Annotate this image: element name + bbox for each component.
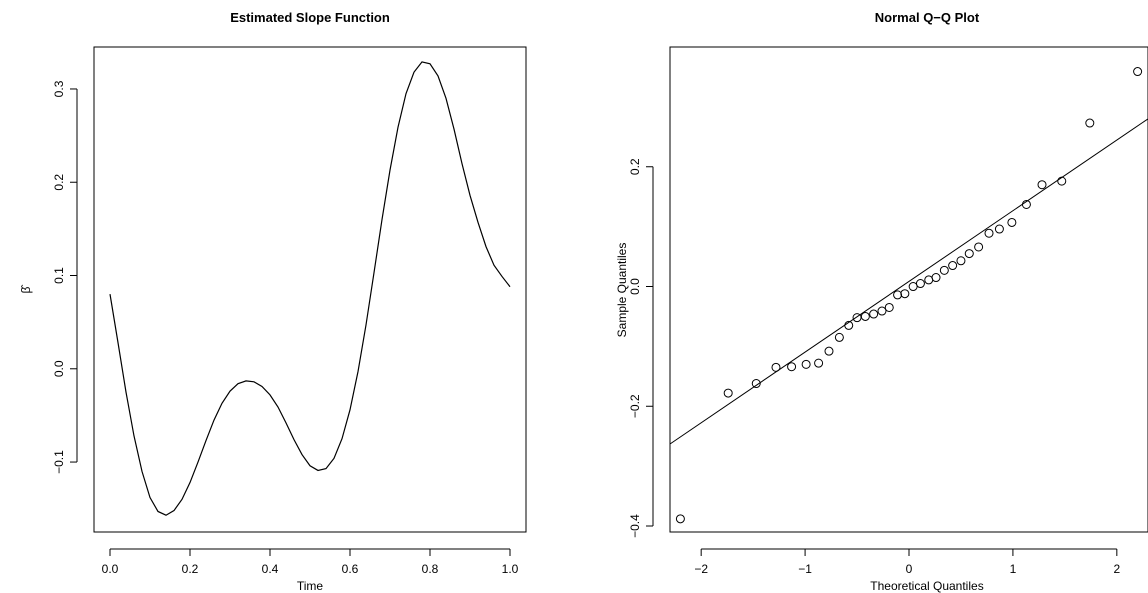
data-point xyxy=(948,261,958,271)
data-point xyxy=(723,388,733,398)
data-point xyxy=(1037,180,1047,190)
y-tick-label: 0.2 xyxy=(52,174,66,191)
data-point xyxy=(939,265,949,275)
x-tick-label: 1 xyxy=(1010,562,1017,576)
x-axis: −2 −1 0 1 2 xyxy=(694,548,1120,576)
y-tick-label: −0.1 xyxy=(52,450,66,474)
chart-title: Estimated Slope Function xyxy=(230,10,390,25)
data-point xyxy=(824,346,834,356)
x-tick-label: 0 xyxy=(906,562,913,576)
y-tick-label: −0.2 xyxy=(628,394,642,418)
data-point xyxy=(834,332,844,342)
x-tick-label: 0.8 xyxy=(422,562,439,576)
data-point xyxy=(974,242,984,252)
data-point xyxy=(1057,176,1067,186)
data-point xyxy=(860,311,870,321)
y-tick-label: 0.3 xyxy=(52,80,66,97)
data-point xyxy=(900,289,910,299)
data-point xyxy=(877,306,887,316)
data-point xyxy=(884,302,894,312)
series-line xyxy=(109,61,511,516)
plot-frame xyxy=(669,46,1148,533)
x-tick-label: 0.4 xyxy=(262,562,279,576)
x-tick-label: 0.0 xyxy=(102,562,119,576)
data-point xyxy=(801,359,811,369)
slope-function-panel: Estimated Slope Function 0.0 0.2 0.4 0.6 0.8… xyxy=(19,10,527,593)
data-point xyxy=(1133,67,1143,77)
data-point xyxy=(964,249,974,259)
data-point xyxy=(675,514,685,524)
x-tick-label: −2 xyxy=(694,562,708,576)
data-point xyxy=(751,379,761,389)
y-tick-label: −0.4 xyxy=(628,514,642,538)
data-point xyxy=(1021,199,1031,209)
x-axis-title: Theoretical Quantiles xyxy=(870,579,983,593)
data-point xyxy=(852,313,862,323)
data-point xyxy=(984,228,994,238)
data-point xyxy=(771,362,781,372)
chart-title: Normal Q−Q Plot xyxy=(875,10,980,25)
y-tick-label: 0.0 xyxy=(628,278,642,295)
qq-reference-line xyxy=(669,118,1148,445)
x-tick-label: 2 xyxy=(1113,562,1120,576)
data-point xyxy=(787,362,797,372)
x-tick-label: 1.0 xyxy=(502,562,519,576)
qq-plot-panel: Normal Q−Q Plot −2 −1 0 1 2 −0.4 −0.2 0.0 0.2 T… xyxy=(615,10,1148,593)
data-point xyxy=(844,320,854,330)
x-axis-title: Time xyxy=(297,579,324,593)
data-point xyxy=(869,309,879,319)
data-point xyxy=(893,290,903,300)
data-point xyxy=(994,224,1004,234)
y-tick-label: 0.1 xyxy=(52,267,66,284)
data-point xyxy=(1085,118,1095,128)
y-axis: −0.4 −0.2 0.0 0.2 xyxy=(628,158,654,538)
x-tick-label: 0.6 xyxy=(342,562,359,576)
data-point xyxy=(931,273,941,283)
y-tick-label: 0.2 xyxy=(628,158,642,175)
data-point xyxy=(915,279,925,289)
y-axis-title: β̂ xyxy=(19,285,33,294)
x-tick-label: −1 xyxy=(798,562,812,576)
y-tick-label: 0.0 xyxy=(52,360,66,377)
data-point xyxy=(956,256,966,266)
y-axis-title: Sample Quantiles xyxy=(615,243,629,338)
data-marks xyxy=(669,67,1148,524)
x-axis: 0.0 0.2 0.4 0.6 0.8 1.0 xyxy=(102,548,519,576)
data-point xyxy=(1007,217,1017,227)
data-marks xyxy=(109,61,511,516)
plot-frame xyxy=(93,46,527,533)
y-axis: −0.1 0.0 0.1 0.2 0.3 xyxy=(52,80,78,474)
x-tick-label: 0.2 xyxy=(182,562,199,576)
data-point xyxy=(814,358,824,368)
